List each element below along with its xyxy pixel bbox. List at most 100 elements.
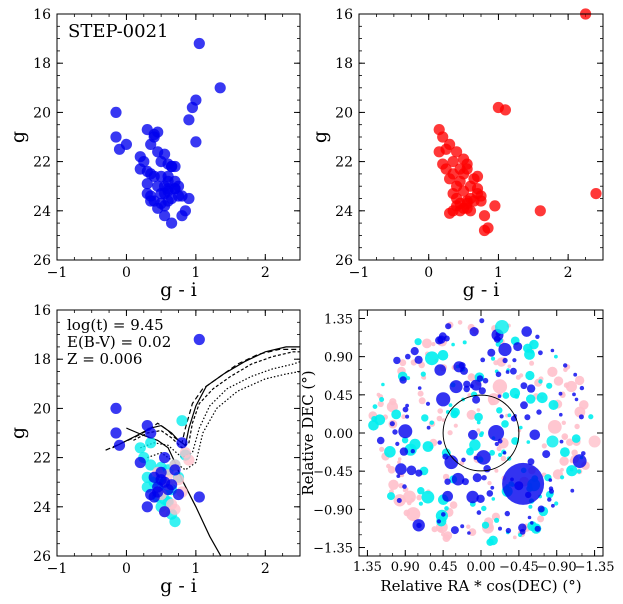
sky-point	[384, 446, 396, 458]
y-tick-label: 18	[33, 56, 51, 72]
sky-point	[490, 485, 495, 490]
x-tick-label: −1	[47, 561, 68, 577]
sky-point	[588, 414, 594, 420]
sky-point	[376, 392, 381, 397]
sky-point	[510, 367, 517, 375]
y-tick-label: 24	[335, 204, 353, 220]
data-point	[113, 439, 126, 451]
sky-point	[576, 469, 582, 474]
data-point	[159, 506, 171, 518]
x-tick-label: 1	[494, 265, 503, 281]
y-tick-label: 22	[335, 155, 353, 171]
sky-point	[520, 401, 528, 410]
x-tick-label: 0	[122, 265, 131, 281]
sky-point-large	[546, 435, 559, 448]
y-tick-label: 18	[33, 352, 51, 368]
y-tick-label: 22	[33, 155, 51, 171]
sky-point	[500, 455, 507, 462]
sky-point	[559, 439, 564, 444]
sky-point	[509, 387, 521, 399]
x-tick-label: 0.90	[391, 560, 420, 575]
sky-point	[441, 512, 446, 517]
sky-point	[402, 406, 409, 413]
sky-point	[467, 373, 476, 382]
sky-point	[422, 441, 434, 452]
y-tick-label: −0.90	[313, 503, 353, 518]
sky-point	[436, 516, 447, 527]
sky-point	[391, 409, 402, 420]
data-point	[159, 188, 171, 200]
sky-point	[410, 449, 415, 454]
sky-point	[572, 454, 587, 468]
x-axis-label: g - i	[160, 575, 197, 597]
sky-point	[437, 350, 449, 361]
sky-point	[429, 420, 434, 425]
sky-point-large	[398, 424, 413, 439]
y-tick-label: 18	[335, 56, 353, 72]
y-tick-label: 20	[335, 105, 353, 121]
sky-point	[498, 452, 503, 457]
data-point	[110, 402, 122, 414]
sky-point	[403, 509, 411, 517]
sky-point	[488, 535, 498, 546]
sky-map-panel: 1.35 0.90 0.45 0.00 −0.45−0.90−1.351.350.900…	[299, 309, 615, 595]
sky-point	[504, 510, 510, 517]
sky-point	[497, 394, 502, 399]
sky-point	[450, 410, 459, 419]
plot-frame	[56, 309, 301, 557]
sky-point	[431, 342, 436, 347]
sky-point	[449, 501, 458, 509]
sky-point	[420, 371, 426, 377]
plot-frame	[56, 13, 301, 261]
sky-point	[566, 465, 578, 477]
sky-point	[524, 349, 535, 360]
sky-point	[429, 445, 434, 449]
sky-point	[405, 353, 411, 360]
sky-point	[422, 338, 432, 349]
y-tick-label: 20	[33, 401, 51, 417]
data-point	[214, 82, 226, 94]
sky-point	[548, 478, 553, 482]
sky-point	[415, 469, 423, 477]
sky-point	[397, 460, 401, 465]
data-point	[183, 454, 195, 466]
data-point	[110, 106, 122, 118]
sky-point	[406, 507, 421, 522]
y-tick-label: 16	[33, 303, 51, 319]
series-members	[110, 37, 226, 229]
y-tick-label: 1.35	[324, 312, 353, 327]
sky-point	[538, 350, 543, 356]
sky-point	[466, 409, 477, 420]
data-point	[155, 156, 167, 168]
sky-point	[393, 356, 401, 365]
sky-point	[561, 433, 569, 440]
data-point	[162, 175, 174, 187]
sky-point	[396, 498, 402, 503]
sky-point	[447, 430, 453, 436]
data-point	[193, 37, 205, 50]
sky-point	[496, 407, 503, 414]
chart-title: STEP-0021	[68, 21, 169, 42]
data-point	[437, 131, 449, 143]
isochrone-curve	[133, 351, 300, 449]
sky-point	[444, 455, 459, 470]
cmd-isochrone-panel: −1 0 1 2 16 18 20 22 24 26 g - i g log(t) = 9.45E(B-…	[7, 303, 301, 597]
sky-point	[437, 335, 446, 344]
sky-point	[519, 425, 523, 430]
data-point	[176, 415, 188, 427]
x-tick-label: −0.90	[537, 560, 577, 575]
sky-point	[466, 524, 471, 529]
sky-point	[551, 503, 555, 508]
sky-point	[528, 504, 533, 509]
sky-point	[463, 380, 471, 388]
isochrone-curve	[140, 361, 300, 459]
sky-point	[468, 429, 478, 440]
y-tick-label: 24	[33, 500, 51, 516]
series-blue	[110, 333, 205, 518]
x-tick-label: 0.45	[429, 560, 458, 575]
sky-point	[534, 525, 541, 532]
sky-point	[421, 414, 429, 422]
sky-point	[526, 440, 531, 444]
data-point	[183, 114, 195, 126]
sky-point	[416, 494, 423, 501]
